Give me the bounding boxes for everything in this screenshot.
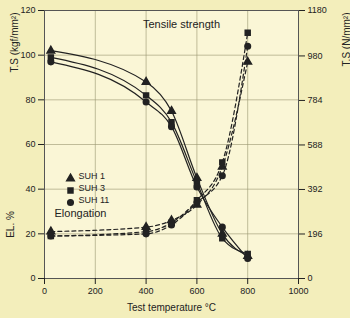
svg-text:Elongation: Elongation	[55, 207, 107, 219]
svg-text:T.S (kgf/mm²): T.S (kgf/mm²)	[9, 13, 20, 73]
svg-text:392: 392	[308, 184, 323, 194]
svg-text:600: 600	[189, 286, 204, 296]
svg-text:400: 400	[139, 286, 154, 296]
svg-text:20: 20	[25, 229, 35, 239]
svg-text:120: 120	[20, 5, 35, 15]
svg-text:800: 800	[240, 286, 255, 296]
svg-text:200: 200	[88, 286, 103, 296]
svg-text:980: 980	[308, 51, 323, 61]
svg-text:SUH 11: SUH 11	[79, 195, 110, 205]
svg-text:1000: 1000	[288, 286, 308, 296]
svg-text:0: 0	[30, 273, 35, 283]
svg-text:1180: 1180	[308, 5, 327, 15]
svg-text:T.S (N/mm²): T.S (N/mm²)	[341, 13, 350, 67]
svg-text:Test temperature °C: Test temperature °C	[127, 302, 216, 313]
svg-text:588: 588	[308, 140, 323, 150]
svg-text:Tensile strength: Tensile strength	[143, 18, 220, 30]
svg-text:80: 80	[25, 95, 35, 105]
svg-text:SUH 1: SUH 1	[79, 171, 106, 181]
svg-text:100: 100	[20, 50, 35, 60]
svg-text:60: 60	[25, 139, 35, 149]
svg-text:40: 40	[25, 184, 35, 194]
svg-text:0: 0	[42, 286, 47, 296]
svg-text:0: 0	[308, 273, 313, 283]
svg-text:SUH 3: SUH 3	[79, 183, 106, 193]
svg-text:EL. %: EL. %	[5, 211, 16, 238]
svg-text:196: 196	[308, 229, 323, 239]
svg-text:784: 784	[308, 95, 323, 105]
